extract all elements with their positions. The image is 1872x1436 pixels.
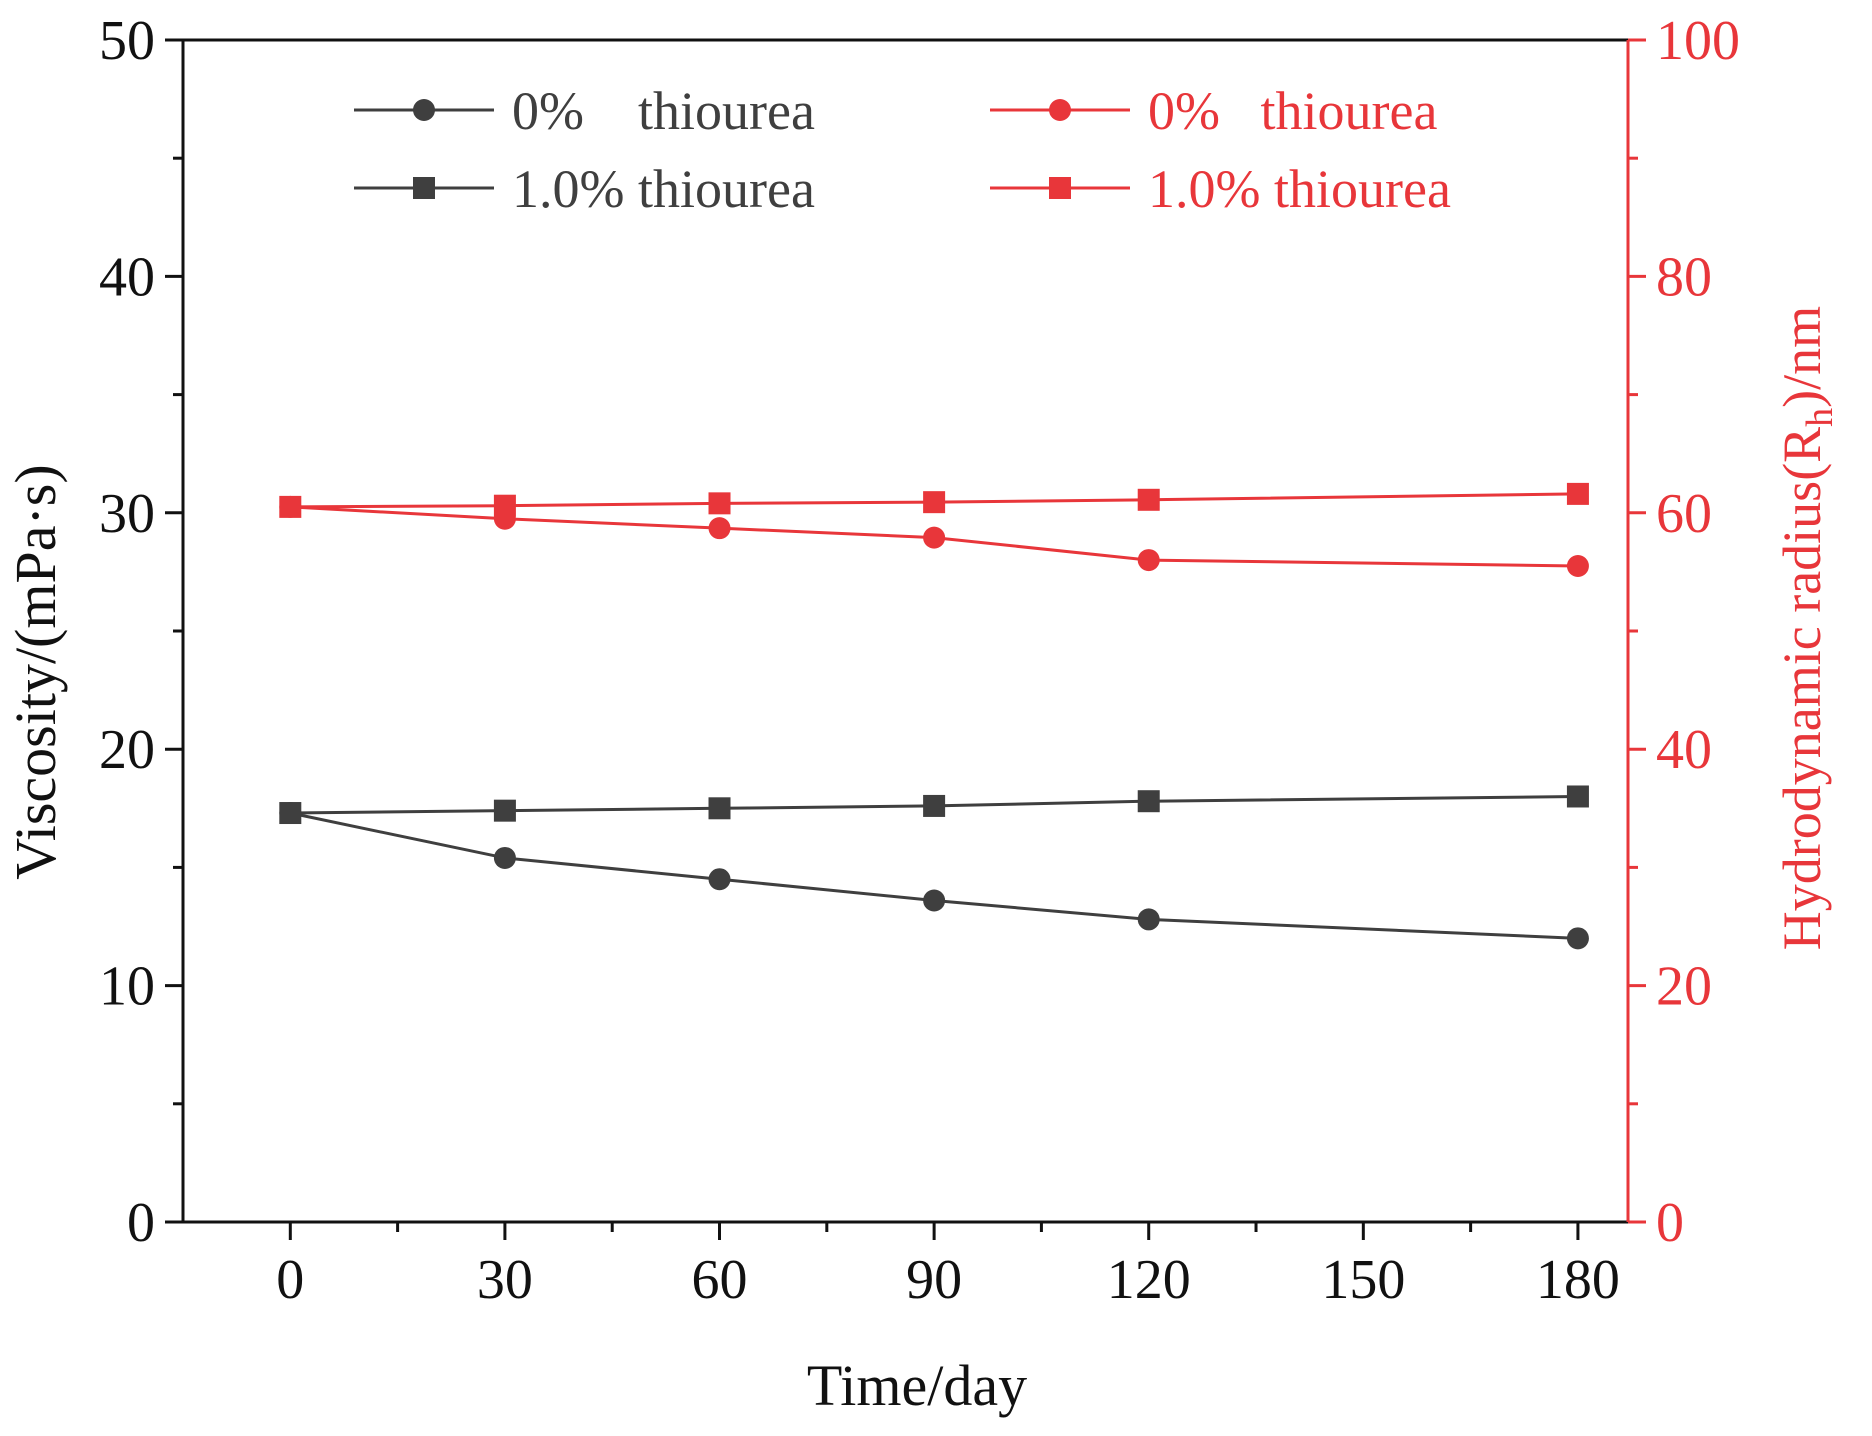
data-point-square <box>493 799 516 822</box>
legend-marker-square <box>1049 177 1071 199</box>
data-point-circle <box>1566 927 1589 950</box>
legend-marker-square <box>413 177 435 199</box>
series-line-3 <box>290 492 1578 509</box>
left-tick-label: 40 <box>99 246 155 308</box>
axes-layer: 0 30 60 90 120 150 180 0 10 20 30 40 50 0 20 40 60 80 100 <box>99 10 1740 1311</box>
legend-label: 0% thiourea <box>512 81 815 141</box>
right-tick-label: 0 <box>1656 1192 1684 1254</box>
left-axis-title: Viscosity/(mPa·s) <box>3 464 68 879</box>
data-point-square <box>708 492 731 515</box>
data-point-square <box>1566 482 1589 505</box>
data-point-square <box>923 491 946 514</box>
legend: 0% thiourea 1.0% thiourea 0% thiourea 1.0% … <box>354 81 1451 219</box>
right-axis-title-suffix: )/nm <box>1772 306 1832 408</box>
data-point-circle <box>923 526 946 549</box>
legend-marker-circle <box>413 99 435 121</box>
left-tick-label: 0 <box>127 1192 155 1254</box>
data-point-circle <box>1137 908 1160 931</box>
series-layer <box>279 482 1589 950</box>
data-point-circle <box>923 889 946 912</box>
left-tick-label: 20 <box>99 719 155 781</box>
data-point-circle <box>708 868 731 891</box>
data-point-circle <box>493 846 516 869</box>
data-point-square <box>708 797 731 820</box>
legend-label: 0% thiourea <box>1148 81 1437 141</box>
data-point-square <box>1137 790 1160 813</box>
right-tick-label: 60 <box>1656 483 1712 545</box>
data-point-square <box>279 495 302 518</box>
legend-label: 1.0% thiourea <box>1148 159 1451 219</box>
x-tick-label: 0 <box>276 1249 304 1311</box>
right-axis-title: Hydrodynamic radius(Rh)/nm <box>1772 306 1841 950</box>
x-tick-label: 90 <box>906 1249 962 1311</box>
data-point-square <box>493 494 516 517</box>
x-axis-title: Time/day <box>807 1353 1027 1418</box>
legend-marker-circle <box>1049 99 1071 121</box>
right-tick-label: 40 <box>1656 719 1712 781</box>
data-point-circle <box>1137 549 1160 572</box>
series-line-2 <box>290 505 1578 568</box>
left-tick-label: 10 <box>99 956 155 1018</box>
data-point-square <box>1137 488 1160 511</box>
series-line-0 <box>289 811 1578 940</box>
x-tick-label: 180 <box>1536 1249 1620 1311</box>
legend-label: 1.0% thiourea <box>512 159 815 219</box>
data-point-circle <box>1566 554 1589 577</box>
left-tick-label: 50 <box>99 10 155 72</box>
x-tick-label: 60 <box>692 1249 748 1311</box>
x-tick-label: 30 <box>477 1249 533 1311</box>
x-tick-label: 120 <box>1107 1249 1191 1311</box>
data-point-circle <box>708 517 731 540</box>
right-tick-label: 100 <box>1656 10 1740 72</box>
right-tick-label: 80 <box>1656 246 1712 308</box>
right-tick-label: 20 <box>1656 956 1712 1018</box>
series-line-1 <box>290 794 1578 815</box>
data-point-square <box>923 794 946 817</box>
right-axis-title-prefix: Hydrodynamic radius(R <box>1772 427 1832 950</box>
x-tick-label: 150 <box>1321 1249 1405 1311</box>
left-tick-label: 30 <box>99 483 155 545</box>
data-point-square <box>1566 785 1589 808</box>
data-point-square <box>279 802 302 825</box>
right-axis-title-subscript: h <box>1799 408 1841 427</box>
